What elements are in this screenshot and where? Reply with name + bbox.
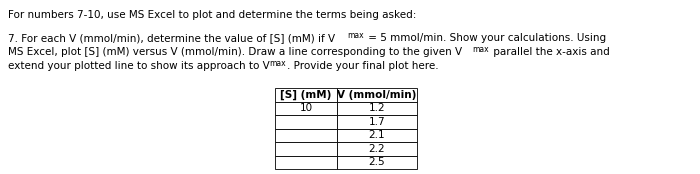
Text: [S] (mM): [S] (mM) [280,90,332,100]
Text: 2.2: 2.2 [369,144,385,154]
Text: 1.7: 1.7 [369,117,385,127]
Text: 10: 10 [300,103,313,113]
Text: . Provide your final plot here.: . Provide your final plot here. [287,61,439,71]
Text: max: max [472,45,489,54]
Text: 2.1: 2.1 [369,130,385,140]
Text: parallel the x-axis and: parallel the x-axis and [490,47,610,57]
Text: = 5 mmol/min. Show your calculations. Using: = 5 mmol/min. Show your calculations. Us… [365,33,606,43]
Text: MS Excel, plot [S] (mM) versus V (mmol/min). Draw a line corresponding to the gi: MS Excel, plot [S] (mM) versus V (mmol/m… [8,47,462,57]
Text: 7. For each V (mmol/min), determine the value of [S] (mM) if V: 7. For each V (mmol/min), determine the … [8,33,335,43]
Text: 2.5: 2.5 [369,157,385,167]
Text: For numbers 7-10, use MS Excel to plot and determine the terms being asked:: For numbers 7-10, use MS Excel to plot a… [8,10,416,20]
Text: max: max [269,59,286,68]
Text: 1.2: 1.2 [369,103,385,113]
Text: max: max [347,31,363,40]
Text: extend your plotted line to show its approach to V: extend your plotted line to show its app… [8,61,270,71]
Text: V (mmol/min): V (mmol/min) [337,90,416,100]
